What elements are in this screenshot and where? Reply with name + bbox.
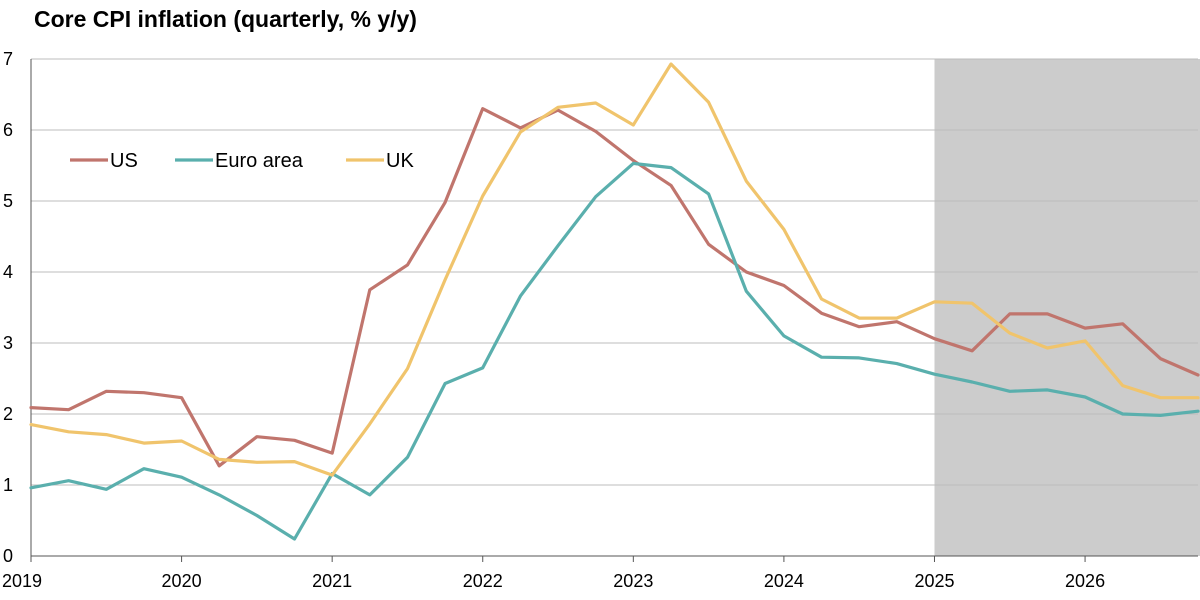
x-tick-label: 2020 [162, 571, 202, 591]
chart-title: Core CPI inflation (quarterly, % y/y) [34, 6, 417, 32]
x-tick-label: 2024 [764, 571, 804, 591]
y-tick-label: 1 [3, 475, 13, 495]
legend-label: US [110, 150, 138, 172]
legend-label: Euro area [215, 150, 304, 172]
series-line-uk [29, 62, 1200, 477]
legend-label: UK [386, 150, 414, 172]
y-tick-label: 6 [3, 120, 13, 140]
x-tick-label: 2023 [613, 571, 653, 591]
y-tick-label: 2 [3, 404, 13, 424]
x-tick-label: 2021 [312, 571, 352, 591]
x-tick-label: 2022 [463, 571, 503, 591]
y-tick-label: 3 [3, 333, 13, 353]
series-line-euro-area [29, 161, 1200, 541]
x-tick-label: 2019 [2, 571, 42, 591]
legend: US Euro area UK [70, 150, 414, 172]
y-tick-label: 5 [3, 191, 13, 211]
x-tick-label: 2026 [1065, 571, 1105, 591]
forecast-shaded-region [934, 59, 1200, 556]
x-tick-label: 2025 [914, 571, 954, 591]
y-tick-label: 7 [3, 49, 13, 69]
y-tick-label: 4 [3, 262, 13, 282]
forecast-shaded-region-layer [934, 59, 1200, 556]
axes-layer: 0 1 2 3 4 5 6 7 2019 2020 2021 2022 2023 2024 2025 2026 [2, 49, 1198, 591]
y-tick-label: 0 [3, 546, 13, 566]
gridlines-layer [31, 58, 1198, 486]
series-lines-layer [29, 62, 1200, 541]
